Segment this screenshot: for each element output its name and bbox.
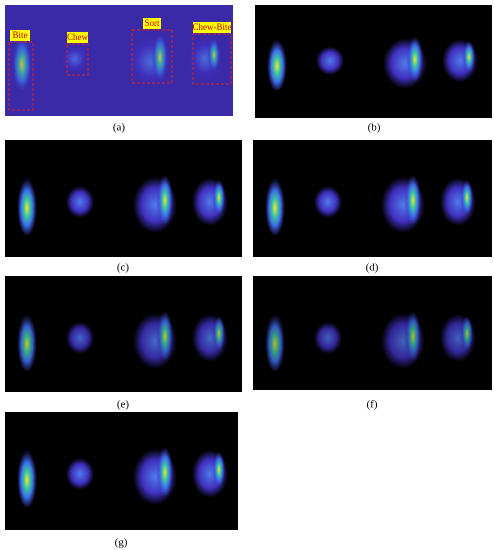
panel-c [5,140,242,257]
panel-e [5,276,242,392]
panel-b [255,5,492,118]
caption: (e) [117,399,130,411]
caption: (f) [367,399,378,411]
label: Chew-Bite [193,22,232,32]
caption: (c) [117,262,130,274]
panel-a: Bite Chew Sort Chew-Bite [5,5,233,116]
panel-g [5,412,238,530]
label: Chew [67,32,88,42]
caption: (d) [366,262,379,274]
label: Sort [144,18,160,28]
panel-d [253,140,492,257]
panel-f [253,276,492,390]
caption: (g) [115,537,128,549]
label: Bite [13,30,28,40]
caption: (b) [368,122,381,134]
caption: (a) [113,122,126,134]
